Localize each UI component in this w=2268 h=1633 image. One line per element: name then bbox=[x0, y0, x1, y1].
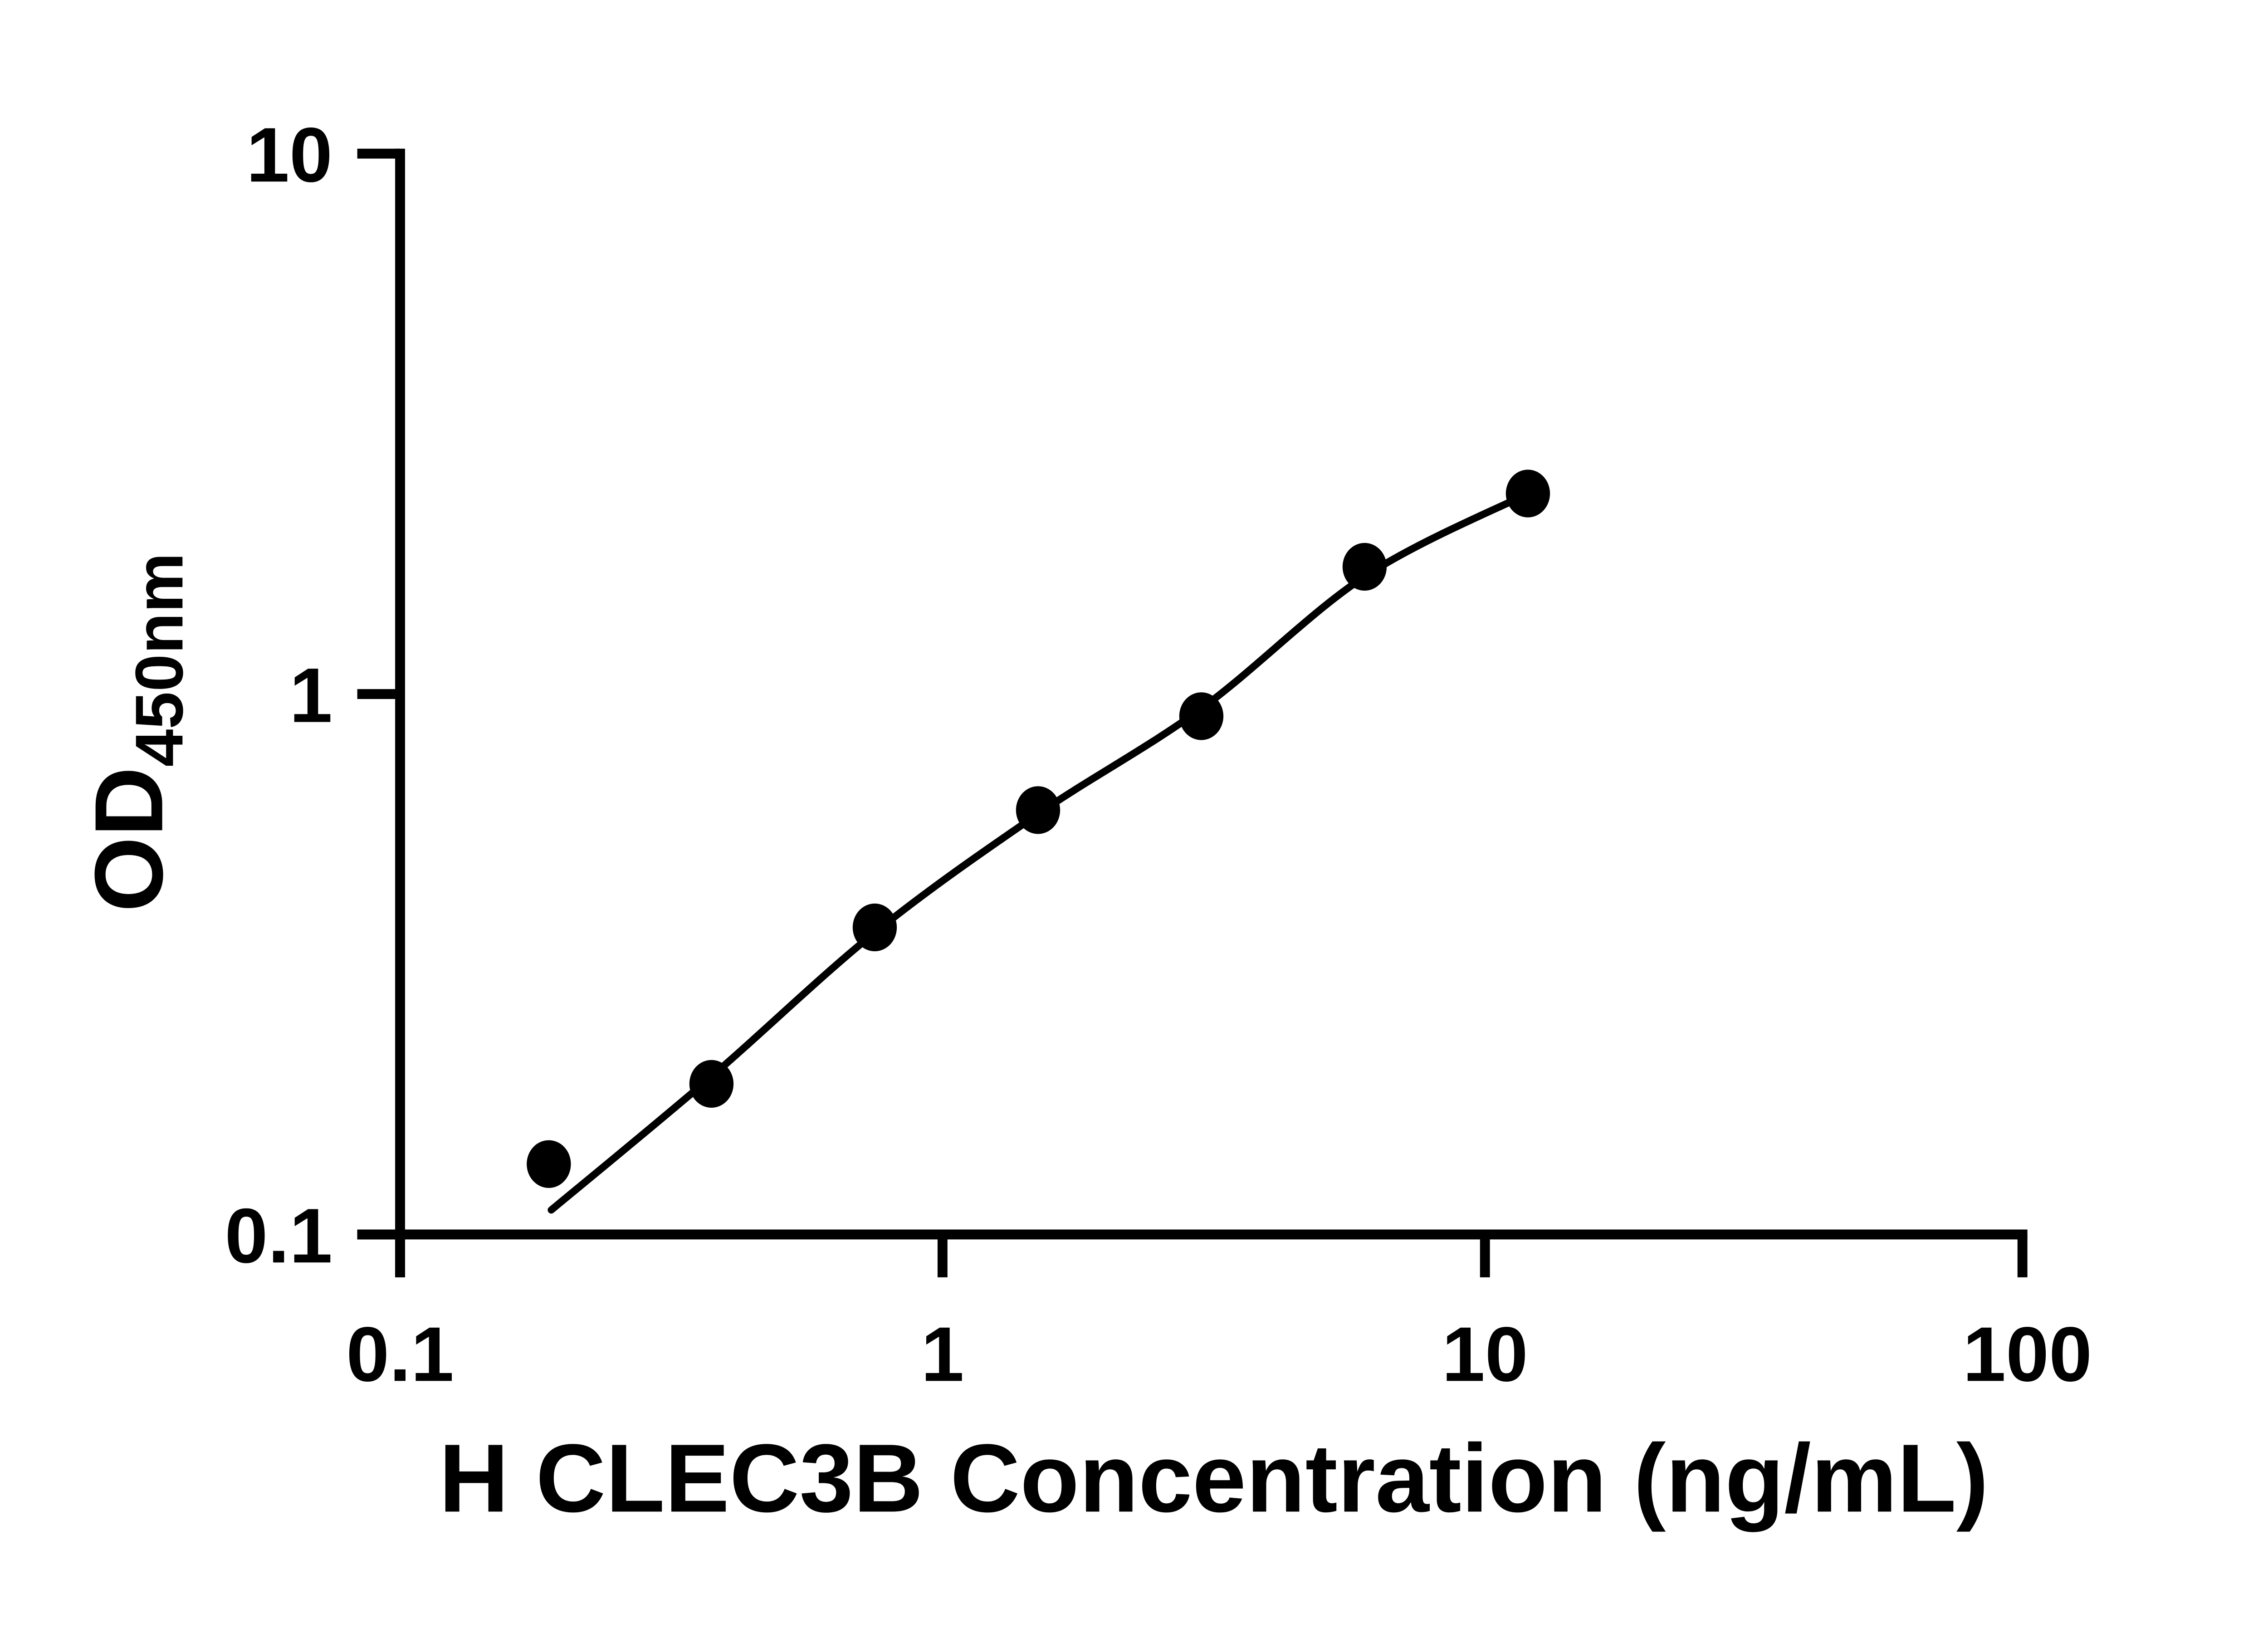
y-tick-label-1: 1 bbox=[289, 652, 332, 739]
data-point-1 bbox=[527, 1140, 571, 1188]
data-point-7 bbox=[1505, 469, 1550, 518]
y-tick-label-10: 10 bbox=[246, 112, 332, 198]
data-point-3 bbox=[852, 903, 897, 952]
x-tick-label-0.1: 0.1 bbox=[346, 1311, 454, 1398]
x-axis-title: H CLEC3B Concentration (ng/mL) bbox=[439, 1424, 1989, 1532]
y-tick-label-0.1: 0.1 bbox=[225, 1193, 332, 1279]
x-tick-label-1: 1 bbox=[921, 1311, 964, 1398]
data-point-5 bbox=[1179, 692, 1224, 740]
x-tick-label-10: 10 bbox=[1442, 1311, 1528, 1398]
axis-labels: 0.1 1 10 100 0.1 1 10 H CLEC3B Concentration (n… bbox=[75, 112, 2092, 1532]
y-axis-title: OD450nm bbox=[75, 552, 197, 912]
x-tick-label-100: 100 bbox=[1963, 1311, 2092, 1398]
data-point-6 bbox=[1342, 543, 1387, 591]
axes bbox=[357, 148, 2028, 1277]
data-point-2 bbox=[689, 1060, 734, 1108]
data-point-4 bbox=[1016, 786, 1061, 834]
axis-ticks bbox=[357, 148, 2028, 1277]
data-points bbox=[527, 469, 1550, 1188]
